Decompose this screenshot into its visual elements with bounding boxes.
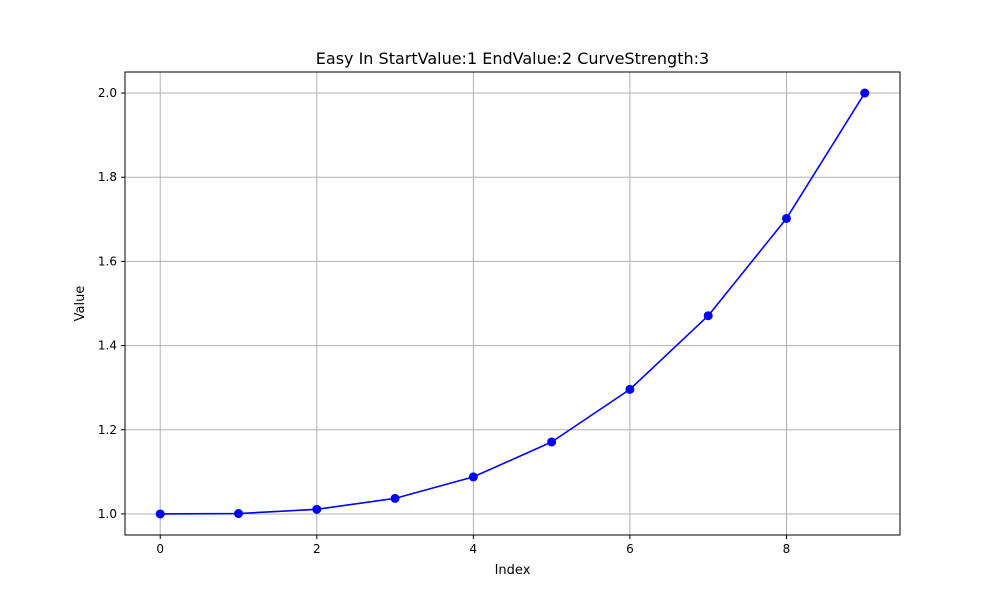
data-point bbox=[234, 509, 244, 519]
data-point bbox=[781, 213, 791, 223]
y-tick-label: 1.6 bbox=[98, 254, 117, 268]
data-point bbox=[468, 472, 478, 482]
axis-ticks: 0 2 4 6 8 1.0 1.2 1.4 1.6 1.8 2.0 bbox=[98, 86, 790, 556]
y-tick-label: 1.4 bbox=[98, 339, 117, 353]
data-point bbox=[390, 493, 400, 503]
data-series bbox=[155, 88, 870, 519]
data-point bbox=[860, 88, 870, 98]
y-tick-label: 2.0 bbox=[98, 86, 117, 100]
data-point bbox=[155, 509, 165, 519]
x-tick-label: 6 bbox=[626, 542, 634, 556]
data-point bbox=[703, 311, 713, 321]
data-point bbox=[547, 437, 557, 447]
x-tick-label: 8 bbox=[783, 542, 791, 556]
x-axis-label: Index bbox=[495, 563, 531, 578]
chart-title: Easy In StartValue:1 EndValue:2 CurveStr… bbox=[316, 49, 709, 68]
plot-area-frame bbox=[124, 71, 901, 536]
y-tick-label: 1.0 bbox=[98, 507, 117, 521]
x-tick-label: 2 bbox=[313, 542, 321, 556]
x-tick-label: 0 bbox=[156, 542, 164, 556]
y-tick-label: 1.8 bbox=[98, 170, 117, 184]
data-point bbox=[625, 384, 635, 394]
grid bbox=[125, 72, 900, 535]
y-tick-label: 1.2 bbox=[98, 423, 117, 437]
x-tick-label: 4 bbox=[470, 542, 478, 556]
y-axis-label: Value bbox=[73, 286, 88, 322]
data-point bbox=[312, 504, 322, 514]
series-line bbox=[160, 92, 866, 515]
